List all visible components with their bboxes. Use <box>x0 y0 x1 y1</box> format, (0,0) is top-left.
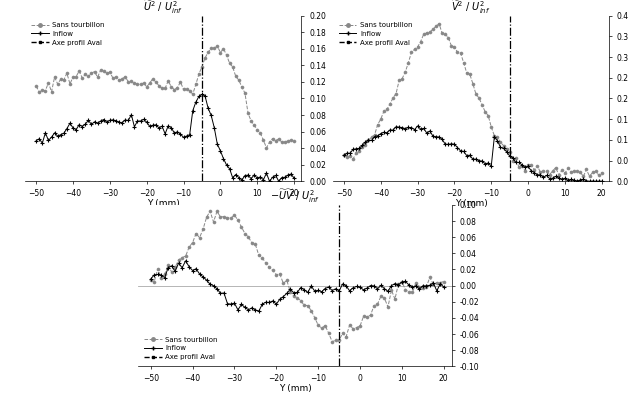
Legend: Sans tourbillon, Inflow, Axe profil Aval: Sans tourbillon, Inflow, Axe profil Aval <box>29 19 107 48</box>
Title: $\widetilde{V}^{2}$ / $U_{inf}^{2}$: $\widetilde{V}^{2}$ / $U_{inf}^{2}$ <box>452 0 490 16</box>
Legend: Sans tourbillon, Inflow, Axe profil Aval: Sans tourbillon, Inflow, Axe profil Aval <box>337 19 415 48</box>
X-axis label: Y (mm): Y (mm) <box>455 199 487 208</box>
Legend: Sans tourbillon, Inflow, Axe profil Aval: Sans tourbillon, Inflow, Axe profil Aval <box>142 334 220 363</box>
Title: $\widetilde{U}^{2}$ / $U_{inf}^{2}$: $\widetilde{U}^{2}$ / $U_{inf}^{2}$ <box>143 0 183 16</box>
X-axis label: Y (mm): Y (mm) <box>147 199 180 208</box>
Title: $-\widetilde{U}\widetilde{V}$ / $U_{inf}^{2}$: $-\widetilde{U}\widetilde{V}$ / $U_{inf}… <box>270 187 320 205</box>
X-axis label: Y (mm): Y (mm) <box>279 385 311 394</box>
